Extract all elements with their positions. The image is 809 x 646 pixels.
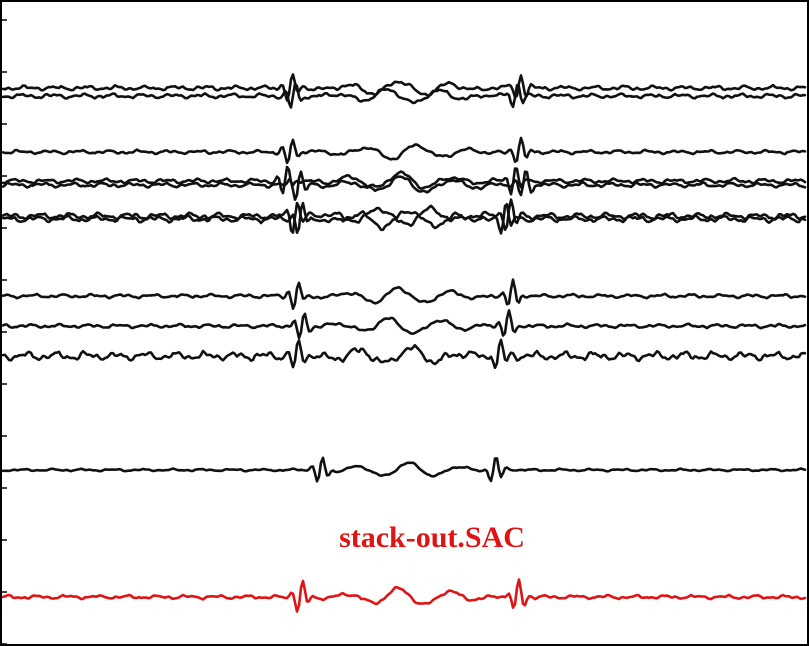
seismogram-trace xyxy=(1,136,807,165)
seismogram-trace xyxy=(1,278,807,310)
trace-group xyxy=(1,73,807,613)
seismogram-trace xyxy=(1,165,807,196)
seismogram-trace xyxy=(1,198,807,234)
seismogram-trace xyxy=(1,456,807,483)
seismogram-trace xyxy=(1,201,807,235)
stack-label: stack-out.SAC xyxy=(339,521,525,554)
seismogram-trace xyxy=(1,170,807,201)
seismogram-trace xyxy=(1,73,807,102)
seismogram-trace xyxy=(1,309,807,340)
seismogram-trace xyxy=(1,82,807,109)
stack-trace xyxy=(1,578,807,613)
seismogram-trace xyxy=(1,338,807,369)
